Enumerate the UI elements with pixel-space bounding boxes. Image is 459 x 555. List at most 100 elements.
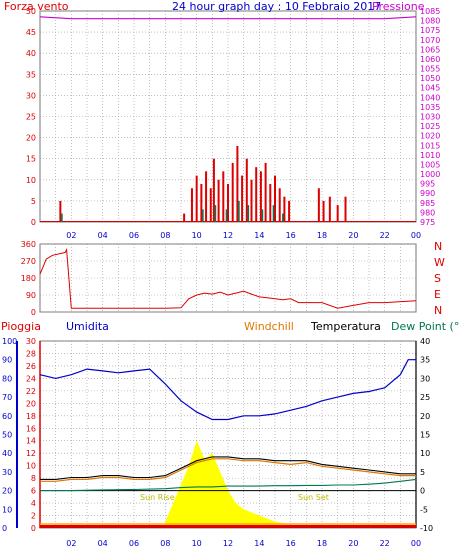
pressure-axis-tick: 1040 — [420, 93, 440, 102]
rain-axis-tick: 4 — [31, 499, 36, 508]
dewpoint-line — [40, 478, 417, 492]
wind-dir-letter-e: E — [434, 288, 441, 301]
pressure-axis-tick: 1080 — [420, 17, 440, 26]
pressure-axis-tick: 990 — [420, 189, 435, 198]
pressure-axis-tick: 1055 — [420, 65, 440, 74]
humidity-axis-tick: 20 — [2, 487, 12, 496]
pressure-axis-tick: 1060 — [420, 55, 440, 64]
direction-axis-tick: 180 — [21, 274, 36, 283]
humidity-axis-tick: 10 — [2, 505, 12, 514]
x-tick-top: 08 — [160, 231, 170, 240]
series-layer — [16, 16, 417, 528]
rain-axis-tick: 28 — [26, 349, 36, 358]
wind-axis-tick: 15 — [26, 155, 36, 164]
windchill-label: Windchill — [244, 320, 294, 333]
humidity-line — [39, 359, 416, 421]
temperature-axis-tick: -10 — [420, 524, 433, 533]
temperature-axis-tick: 5 — [420, 468, 425, 477]
temperature-axis-tick: 0 — [420, 487, 425, 496]
wind-axis-tick: 0 — [31, 218, 36, 227]
rain-axis-tick: 24 — [26, 374, 36, 383]
direction-axis-tick: 360 — [21, 240, 36, 249]
wind-axis-tick: 35 — [26, 70, 36, 79]
temperature-axis-tick: -5 — [420, 505, 428, 514]
pressure-axis-tick: 1020 — [420, 132, 440, 141]
direction-axis-tick: 90 — [26, 291, 36, 300]
rain-axis-tick: 18 — [26, 412, 36, 421]
pressure-axis-tick: 985 — [420, 199, 435, 208]
rain-axis-tick: 14 — [26, 437, 36, 446]
x-tick-top: 22 — [380, 231, 390, 240]
x-tick-bottom: 08 — [160, 539, 170, 548]
pressure-axis-tick: 1025 — [420, 122, 440, 131]
grid-top — [40, 10, 416, 223]
pressure-axis-tick: 980 — [420, 208, 435, 217]
x-tick-bottom: 20 — [348, 539, 358, 548]
humidity-label: Umidita — [66, 320, 109, 333]
x-tick-top: 06 — [129, 231, 139, 240]
pressure-axis-tick: 1075 — [420, 26, 440, 35]
wind-axis-tick: 5 — [31, 197, 36, 206]
rain-axis-tick: 26 — [26, 362, 36, 371]
x-tick-bottom: 02 — [66, 539, 76, 548]
x-tick-top: 04 — [98, 231, 108, 240]
humidity-axis-tick: 30 — [2, 468, 12, 477]
wind-axis-tick: 10 — [26, 176, 36, 185]
humidity-axis-tick: 50 — [2, 431, 12, 440]
x-tick-top: 16 — [286, 231, 296, 240]
x-tick-top: 18 — [317, 231, 327, 240]
sunrise-label: Sun Rise — [140, 493, 175, 502]
wind-dir-letter-s: S — [434, 272, 441, 285]
x-tick-top: 02 — [66, 231, 76, 240]
rain-axis-tick: 0 — [31, 524, 36, 533]
temperature-axis-tick: 30 — [420, 374, 430, 383]
rain-label: Pioggia — [1, 320, 41, 333]
x-tick-top: 12 — [223, 231, 233, 240]
x-tick-bottom: 14 — [254, 539, 264, 548]
pressure-axis-tick: 1085 — [420, 7, 440, 16]
humidity-axis-tick: 100 — [2, 337, 17, 346]
rain-axis-tick: 22 — [26, 387, 36, 396]
wind-axis-tick: 40 — [26, 49, 36, 58]
x-tick-bottom: 00 — [411, 539, 421, 548]
x-tick-bottom: 22 — [380, 539, 390, 548]
wind-dir-letter-n1: N — [434, 240, 442, 253]
rain-axis-tick: 12 — [26, 449, 36, 458]
pressure-axis-tick: 1000 — [420, 170, 440, 179]
humidity-axis-tick: 60 — [2, 412, 12, 421]
temperature-axis-tick: 15 — [420, 431, 430, 440]
pressure-axis-tick: 1050 — [420, 74, 440, 83]
x-tick-bottom: 12 — [223, 539, 233, 548]
wind-axis-tick: 45 — [26, 28, 36, 37]
wind-dir-letter-n2: N — [434, 304, 442, 317]
sunset-label: Sun Set — [298, 493, 329, 502]
grid-middle — [40, 243, 416, 313]
wind-direction-line — [39, 247, 417, 309]
rain-axis-tick: 10 — [26, 462, 36, 471]
x-tick-top: 00 — [411, 231, 421, 240]
pressure-axis-tick: 1065 — [420, 45, 440, 54]
pressure-axis-tick: 995 — [420, 180, 435, 189]
x-tick-bottom: 06 — [129, 539, 139, 548]
temperature-line — [40, 456, 416, 480]
rain-axis-tick: 2 — [31, 512, 36, 521]
wind-dir-letter-w: W — [434, 256, 445, 269]
x-tick-bottom: 10 — [192, 539, 202, 548]
pressure-axis-tick: 1005 — [420, 160, 440, 169]
wind-axis-tick: 20 — [26, 134, 36, 143]
pressure-axis-tick: 1035 — [420, 103, 440, 112]
tick-labels: 0510152025303540455097598098599099510001… — [2, 7, 440, 548]
temperature-axis-tick: 40 — [420, 337, 430, 346]
direction-axis-tick: 270 — [21, 257, 36, 266]
x-tick-bottom: 18 — [317, 539, 327, 548]
x-tick-bottom: 04 — [98, 539, 108, 548]
rain-axis-tick: 16 — [26, 424, 36, 433]
dewpoint-label: Dew Point (°C — [391, 320, 459, 333]
pressure-axis-tick: 1015 — [420, 141, 440, 150]
wind-axis-tick: 30 — [26, 91, 36, 100]
pressure-axis-tick: 1045 — [420, 84, 440, 93]
wind-axis-tick: 25 — [26, 113, 36, 122]
humidity-axis-tick: 80 — [2, 374, 12, 383]
